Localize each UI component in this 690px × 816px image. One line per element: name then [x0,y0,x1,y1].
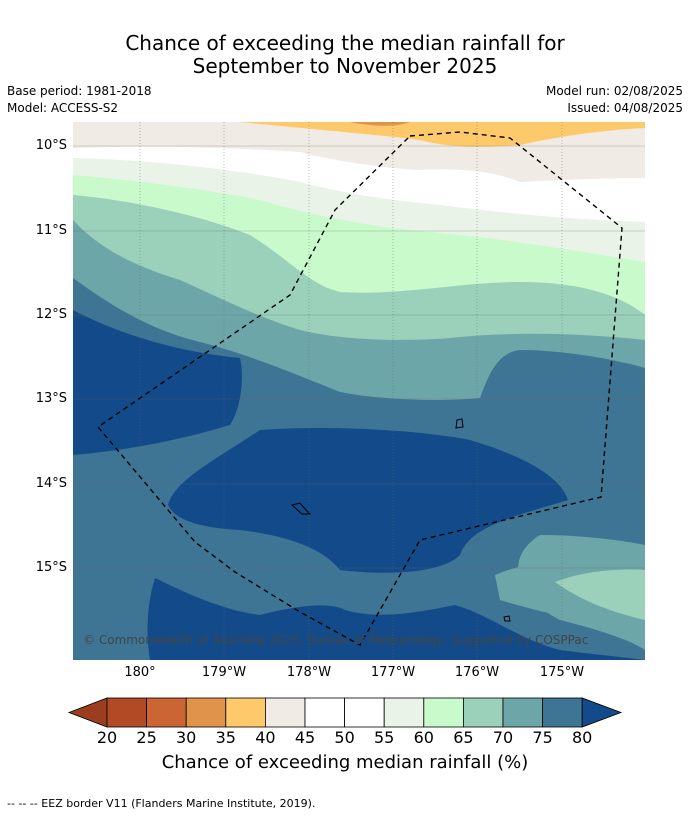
colorbar-tick-label: 65 [453,728,474,747]
colorbar-tick-label: 35 [215,728,236,747]
lon-label-180: 180° [124,665,156,680]
island-1 [455,418,464,429]
band-above-80-west [73,310,242,455]
colorbar-tick-label: 75 [532,728,553,747]
colorbar-extend-high [581,697,623,728]
colorbar-tick-label: 60 [413,728,434,747]
colorbar-cell [542,697,583,728]
band-60-65-southeast [555,569,645,620]
lat-label-11s: 11°S [35,223,67,238]
eez-border [96,131,623,646]
colorbar-cell [146,697,187,728]
colorbar-cell [185,697,227,728]
base-period-label: Base period: 1981-2018 [7,84,152,98]
band-30-35 [350,122,410,126]
band-above-80-central [168,428,568,573]
lat-label-15s: 15°S [35,560,67,575]
colorbar-cell [106,697,147,728]
island-3 [503,615,511,622]
colorbar [67,697,623,728]
colorbar-tick-label: 50 [334,728,355,747]
colorbar-extend-low [67,697,108,728]
map-title-line-1: Chance of exceeding the median rainfall … [125,31,565,55]
colorbar-cell [264,697,306,728]
colorbar-cell [383,697,425,728]
lon-label-179w: 179°W [201,665,247,680]
lon-label-177w: 177°W [370,665,416,680]
lat-label-12s: 12°S [35,307,67,322]
colorbar-tick-label: 20 [96,728,118,747]
colorbar-cell [462,697,504,728]
lon-label-175w: 175°W [539,665,585,680]
island-2 [290,502,312,515]
colorbar-tick-label: 80 [572,728,593,747]
colorbar-cell [423,697,464,728]
lat-label-10s: 10°S [35,138,67,153]
colorbar-tick-label: 45 [294,728,316,747]
colorbar-cell [344,697,385,728]
lon-label-178w: 178°W [286,665,332,680]
colorbar-cell [304,697,345,728]
colorbar-tick-label: 25 [136,728,157,747]
colorbar-tick-label: 30 [176,728,197,747]
model-run-label: Model run: 02/08/2025 [545,84,683,98]
lat-label-13s: 13°S [35,391,67,406]
colorbar-tick-label: 55 [374,728,395,747]
colorbar-cell [225,697,266,728]
map-title-line-2: September to November 2025 [192,54,498,78]
issued-label: Issued: 04/08/2025 [567,101,683,115]
colorbar-tick-label: 40 [255,728,276,747]
eez-footnote: -- -- -- EEZ border V11 (Flanders Marine… [7,797,316,810]
lat-label-14s: 14°S [35,476,67,491]
model-label: Model: ACCESS-S2 [7,101,119,115]
colorbar-cell [502,697,543,728]
band-above-80-south [73,578,645,660]
colorbar-label: Chance of exceeding median rainfall (%) [161,752,529,773]
band-35-40 [240,122,645,147]
rainfall-map [73,122,645,660]
map-copyright: © Commonwealth of Australia 2025, Bureau… [83,633,589,647]
lon-label-176w: 176°W [454,665,500,680]
colorbar-tick-label: 70 [492,728,514,747]
